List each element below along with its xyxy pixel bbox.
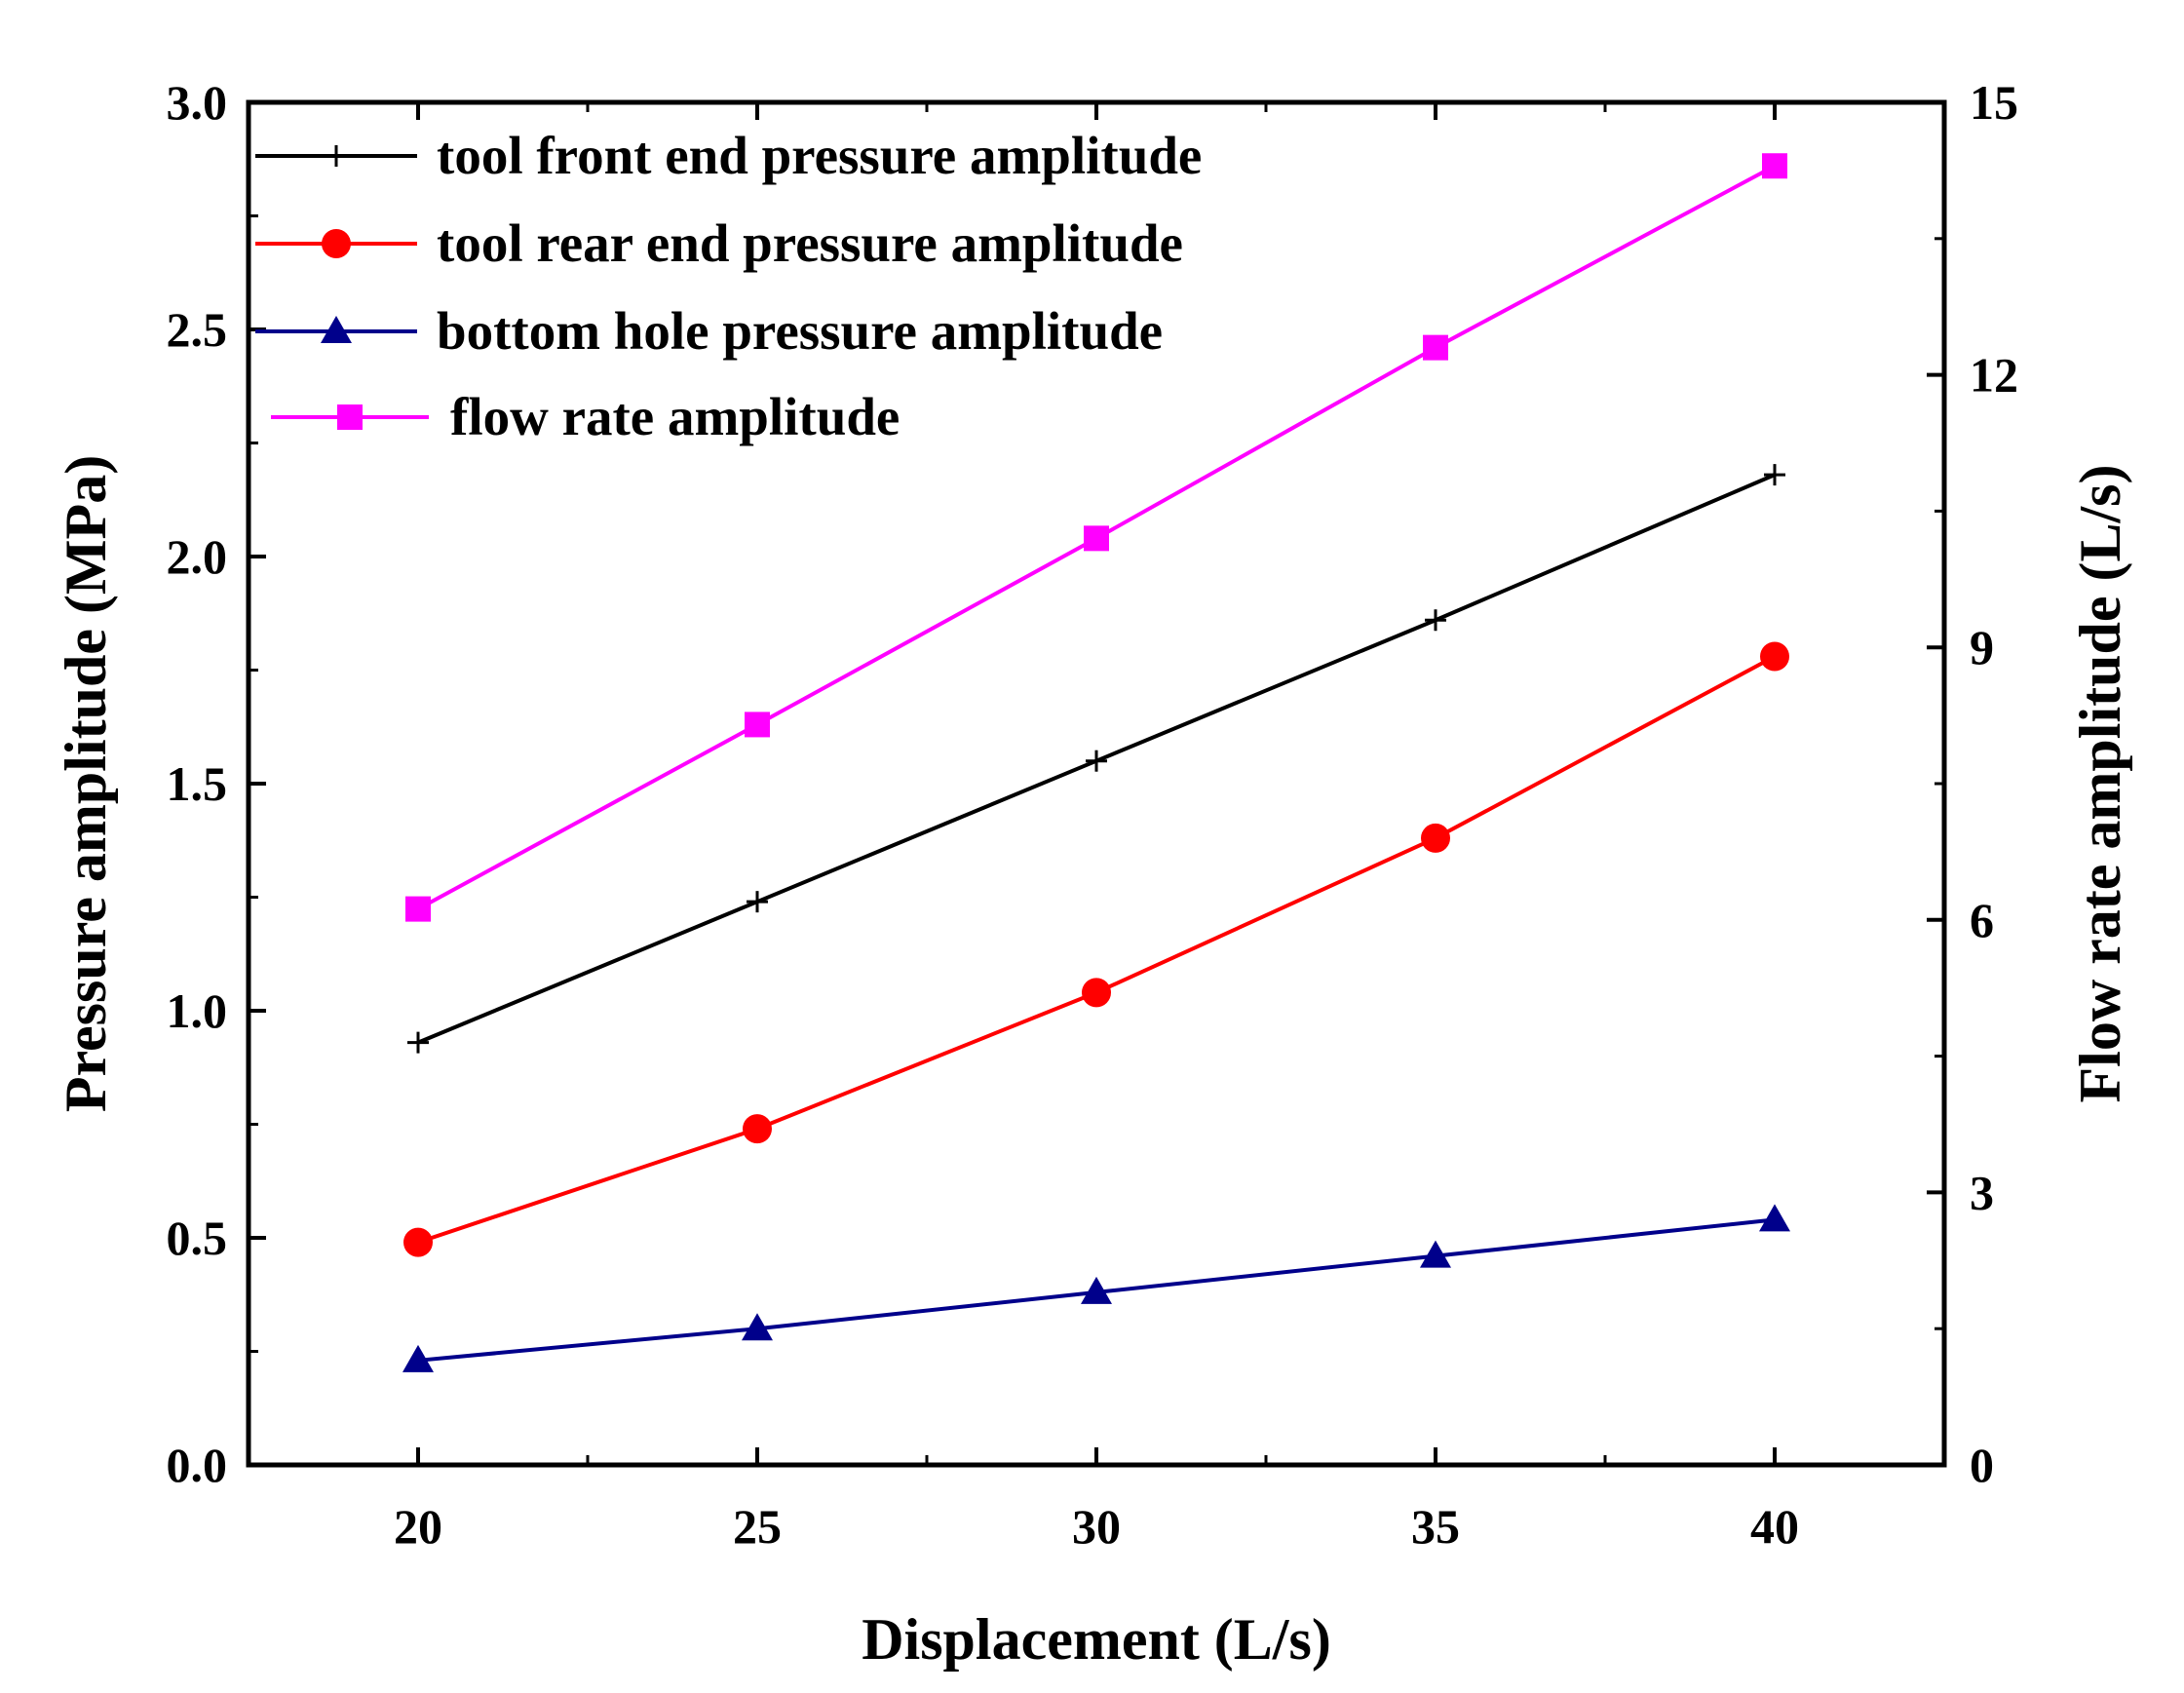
y2-axis-title: Flow rate amplitude (L/s) <box>2068 465 2132 1103</box>
series-line-1 <box>417 654 1776 1245</box>
data-point-3-0 <box>405 896 431 922</box>
y-tick-label: 3.0 <box>167 75 228 130</box>
x-tick-label: 30 <box>1072 1499 1121 1554</box>
y-tick-label: 0.0 <box>167 1438 228 1492</box>
data-point-3-4 <box>1762 153 1787 179</box>
data-point-3-1 <box>745 712 770 738</box>
data-point-2-4 <box>1759 1204 1790 1232</box>
data-point-1-0 <box>403 1227 433 1257</box>
legend-marker-3 <box>337 404 363 430</box>
data-point-0-4 <box>1764 464 1785 486</box>
data-point-2-1 <box>742 1313 773 1341</box>
legend-label-3: flow rate amplitude <box>450 387 900 446</box>
data-point-3-2 <box>1084 525 1109 552</box>
legend-label-2: bottom hole pressure amplitude <box>437 301 1163 361</box>
data-point-0-3 <box>1425 609 1446 632</box>
data-point-1-4 <box>1760 641 1789 672</box>
y-tick-label: 1.0 <box>167 983 228 1038</box>
x-tick-label: 35 <box>1411 1499 1460 1554</box>
data-point-0-1 <box>747 891 768 913</box>
data-point-0-2 <box>1086 750 1107 772</box>
x-axis-title: Displacement (L/s) <box>862 1607 1331 1672</box>
y-tick-label: 1.5 <box>167 756 228 811</box>
y-axis-title: Pressure amplitude (MPa) <box>54 455 118 1112</box>
y-tick-label: 2.5 <box>167 302 228 357</box>
y2-tick-label: 9 <box>1970 620 1994 674</box>
y2-tick-label: 12 <box>1970 348 2018 403</box>
data-point-2-3 <box>1420 1240 1451 1268</box>
x-tick-label: 25 <box>733 1499 782 1554</box>
y2-tick-label: 0 <box>1970 1438 1994 1492</box>
y2-tick-label: 15 <box>1970 75 2018 130</box>
data-point-2-2 <box>1081 1276 1112 1304</box>
data-point-3-3 <box>1423 334 1448 361</box>
legend-marker-0 <box>326 145 347 167</box>
legend-marker-1 <box>322 229 351 258</box>
y-tick-label: 2.0 <box>167 529 228 584</box>
legend-label-1: tool rear end pressure amplitude <box>437 213 1183 273</box>
data-point-2-0 <box>402 1344 434 1372</box>
data-point-1-3 <box>1421 823 1450 853</box>
data-point-1-1 <box>743 1114 772 1144</box>
data-point-0-0 <box>407 1031 429 1054</box>
data-point-1-2 <box>1082 978 1111 1008</box>
y2-tick-label: 3 <box>1970 1165 1994 1219</box>
legend-label-0: tool front end pressure amplitude <box>437 126 1202 185</box>
y2-tick-label: 6 <box>1970 893 1994 947</box>
legend-marker-2 <box>321 316 352 343</box>
x-tick-label: 20 <box>394 1499 442 1554</box>
y-tick-label: 0.5 <box>167 1211 228 1265</box>
x-tick-label: 40 <box>1750 1499 1799 1554</box>
